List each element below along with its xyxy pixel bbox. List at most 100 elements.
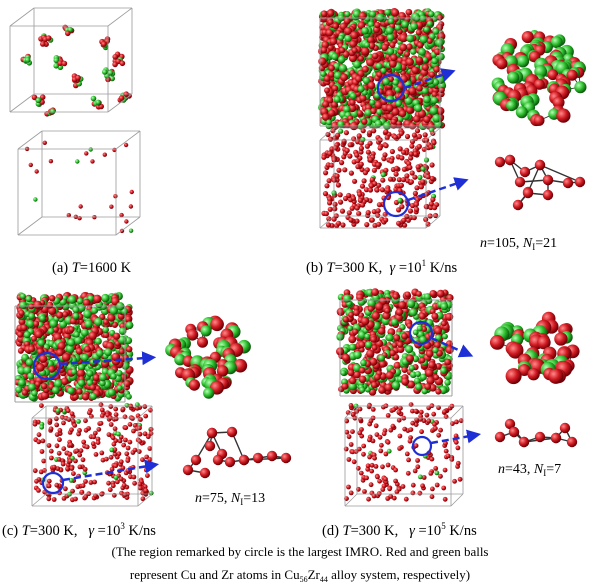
atom: [46, 443, 52, 448]
atom: [412, 355, 420, 363]
atom: [423, 191, 430, 197]
atom: [494, 431, 506, 443]
atom: [533, 115, 545, 126]
atom: [83, 427, 89, 433]
atom: [420, 179, 426, 185]
atom: [92, 373, 100, 382]
atom: [416, 143, 422, 150]
atom: [102, 326, 110, 334]
figure-footnote-line2: represent Cu and Zr atoms in Cu56Zr44 al…: [130, 567, 470, 584]
imro-arrow-d-bottom: [430, 429, 482, 445]
atom: [19, 293, 26, 300]
atom: [147, 446, 153, 451]
atom: [322, 191, 329, 197]
atom: [46, 478, 52, 484]
atom: [82, 466, 88, 472]
atom: [417, 490, 423, 496]
atom: [442, 409, 447, 415]
atom: [433, 466, 439, 471]
atom: [82, 470, 88, 476]
atom: [438, 427, 443, 433]
atom: [514, 176, 526, 188]
atom: [56, 450, 62, 456]
atom: [401, 332, 408, 340]
atom: [337, 192, 343, 198]
atom: [385, 187, 391, 193]
atom: [396, 120, 402, 127]
imro-circle-c-bottom: [41, 471, 65, 495]
atom: [527, 368, 540, 381]
atom: [354, 152, 360, 158]
atom: [428, 201, 434, 207]
atom: [381, 483, 387, 489]
atom: [325, 119, 332, 126]
atom: [429, 494, 435, 500]
atom: [489, 335, 505, 350]
atom: [515, 106, 528, 119]
atom: [31, 389, 38, 397]
atom: [118, 327, 127, 335]
atom: [397, 146, 403, 152]
atom: [410, 490, 416, 496]
atom: [440, 320, 447, 327]
atom: [349, 99, 356, 106]
atom: [113, 406, 119, 412]
atom: [380, 177, 386, 183]
atom: [54, 416, 59, 422]
atom: [125, 321, 134, 330]
atom: [415, 383, 423, 391]
atom: [372, 455, 377, 461]
atom: [321, 154, 327, 160]
atom: [421, 326, 428, 333]
atom: [445, 312, 454, 321]
atom: [81, 439, 87, 445]
atom: [109, 204, 114, 209]
atom: [380, 67, 387, 74]
atom: [444, 358, 452, 366]
atom: [365, 341, 373, 349]
atom: [344, 429, 350, 435]
atoms-a-bottom: [24, 140, 134, 234]
atom: [66, 417, 72, 422]
atom: [39, 315, 46, 322]
atom: [137, 438, 143, 444]
atom: [67, 451, 73, 457]
atom: [57, 341, 66, 350]
atom: [440, 302, 449, 311]
atom: [65, 408, 71, 414]
atom: [348, 217, 354, 223]
atom: [508, 426, 520, 438]
atom: [433, 341, 441, 349]
atom: [374, 432, 380, 437]
atom: [389, 349, 396, 357]
atom: [394, 86, 401, 93]
atom: [385, 413, 391, 418]
atom: [350, 429, 355, 434]
atom: [145, 434, 151, 440]
atom: [407, 164, 413, 171]
atom: [354, 218, 360, 224]
atom: [398, 405, 403, 411]
atom: [391, 407, 397, 413]
atom: [421, 146, 427, 152]
atom: [20, 324, 28, 331]
atom: [371, 52, 379, 60]
atom: [342, 167, 348, 173]
atom: [99, 407, 105, 413]
atom: [132, 447, 138, 453]
atom: [371, 493, 377, 499]
atom: [69, 466, 75, 471]
atom: [106, 480, 111, 486]
atom: [344, 11, 351, 18]
atom: [68, 478, 74, 483]
atom: [366, 36, 375, 44]
atom: [413, 115, 421, 123]
atom: [45, 35, 52, 41]
atom: [417, 109, 427, 118]
atom: [386, 47, 395, 56]
atom: [129, 189, 134, 195]
atom: [421, 63, 429, 71]
atom: [83, 494, 89, 500]
atom: [326, 216, 332, 222]
atom: [77, 452, 83, 458]
